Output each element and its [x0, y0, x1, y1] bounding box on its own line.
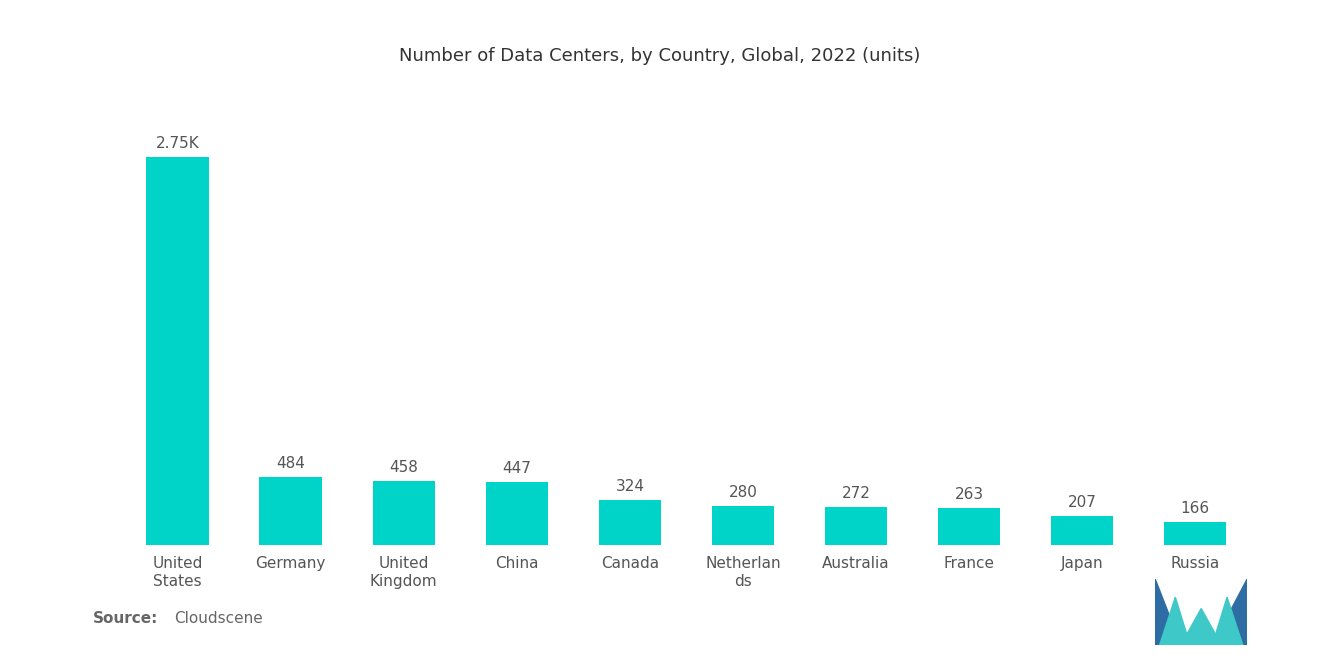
- Text: 447: 447: [503, 462, 531, 477]
- Bar: [1051, 516, 1113, 545]
- Polygon shape: [1212, 579, 1247, 645]
- Bar: [825, 507, 887, 545]
- Text: 272: 272: [842, 486, 870, 501]
- Text: 458: 458: [389, 460, 418, 475]
- Bar: [147, 157, 209, 545]
- Bar: [939, 508, 1001, 545]
- Text: Number of Data Centers, by Country, Global, 2022 (units): Number of Data Centers, by Country, Glob…: [400, 47, 920, 65]
- Bar: [711, 505, 774, 545]
- Polygon shape: [1212, 597, 1243, 645]
- Bar: [372, 481, 434, 545]
- Bar: [260, 477, 322, 545]
- Text: 263: 263: [954, 487, 983, 503]
- Text: 484: 484: [276, 456, 305, 471]
- Text: 166: 166: [1180, 501, 1210, 516]
- Bar: [599, 499, 661, 545]
- Text: Source:: Source:: [92, 611, 158, 626]
- Text: 207: 207: [1068, 495, 1097, 511]
- Bar: [1164, 522, 1226, 545]
- Text: 2.75K: 2.75K: [156, 136, 199, 151]
- Text: 324: 324: [615, 479, 644, 494]
- Polygon shape: [1155, 579, 1181, 645]
- Polygon shape: [1159, 597, 1191, 645]
- Text: Cloudscene: Cloudscene: [174, 611, 263, 626]
- Text: 280: 280: [729, 485, 758, 500]
- Bar: [486, 482, 548, 545]
- Polygon shape: [1181, 608, 1221, 645]
